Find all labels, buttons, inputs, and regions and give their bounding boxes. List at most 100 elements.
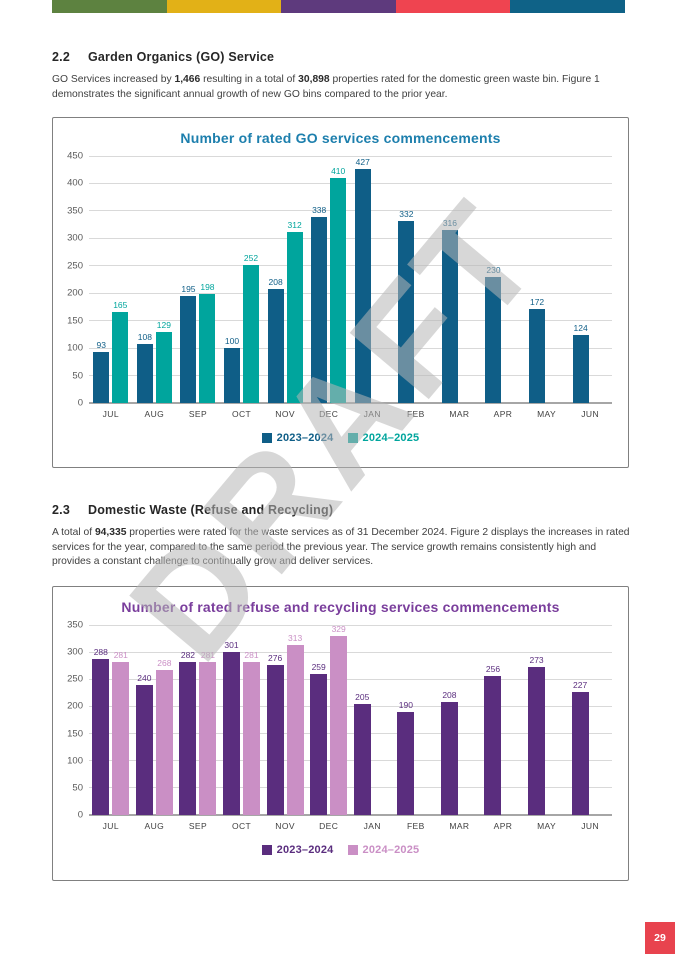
bar [112, 662, 130, 815]
y-tick-label: 450 [67, 150, 83, 162]
bar-value-label: 338 [312, 205, 327, 216]
x-tick-label: AUG [144, 409, 165, 419]
chart-plot-area: 450 400 350 300 250 200 150 100 50 0 93 165 108 129 1… [53, 151, 628, 409]
bar [440, 702, 458, 815]
highlighted-number: 30,898 [298, 74, 330, 85]
x-tick-label: OCT [231, 821, 252, 831]
bar-value-label: 124 [573, 322, 588, 333]
bar-slot: 227 [571, 625, 589, 815]
legend-swatch [261, 433, 272, 443]
section-heading-go: 2.2 Garden Organics (GO) Service [52, 50, 630, 64]
bar-slot: 205 [353, 625, 371, 815]
gridline [89, 210, 612, 212]
bar-slot [592, 156, 608, 403]
bar [286, 231, 303, 403]
bar-value-label: 172 [529, 296, 545, 307]
bar [441, 229, 458, 403]
bar [528, 666, 546, 815]
highlighted-number: 1,466 [174, 74, 201, 85]
bar-value-label: 301 [224, 639, 239, 650]
bar-slot: 312 [286, 156, 303, 403]
x-tick-label: JUN [581, 821, 600, 831]
bar-value-label: 129 [156, 320, 171, 331]
section-number: 2.2 [52, 50, 70, 64]
bar-slot [461, 156, 477, 403]
bar-value-label: 281 [200, 650, 216, 661]
paragraph-go: GO Services increased by 1,466 resulting… [52, 73, 630, 102]
gridline [89, 155, 612, 157]
x-axis-labels: JUL AUG SEP OCT NOV DEC JAN FEB MAR APR MAY JUN [89, 821, 612, 831]
bar-groups: 288 281 240 268 282 281 301 281 276 313 259 329 205 1… [89, 624, 612, 815]
y-tick-label: 0 [77, 809, 83, 821]
y-tick-label: 400 [67, 177, 83, 189]
chart-title: Number of rated GO services commencement… [180, 130, 501, 146]
bar-value-label: 208 [268, 276, 283, 287]
bar-value-label: 208 [442, 690, 457, 701]
bar-slot: 281 [243, 625, 261, 815]
bar-slot: 198 [199, 156, 216, 403]
bar-slot: 276 [266, 625, 284, 815]
bar [179, 661, 197, 815]
bar [155, 669, 173, 815]
bar-slot: 208 [440, 625, 458, 815]
bar-group-oct: 100 252 [220, 156, 264, 403]
bar-slot: 281 [199, 625, 217, 815]
bar-group-apr: 230 [481, 156, 525, 403]
y-tick-label: 350 [67, 205, 83, 217]
y-tick-label: 100 [67, 342, 83, 354]
bar-group-jan: 205 [350, 625, 394, 815]
top-color-bar [52, 0, 625, 13]
bar [92, 658, 110, 815]
legend-swatch [347, 433, 358, 443]
bar-slot: 208 [267, 156, 284, 403]
bar-value-label: 259 [311, 662, 326, 673]
bar-slot [417, 625, 434, 815]
bar-value-label: 312 [287, 219, 302, 230]
x-tick-label: OCT [231, 409, 252, 419]
x-axis-line [89, 402, 612, 404]
y-tick-label: 50 [72, 370, 83, 382]
bar-value-label: 198 [200, 282, 215, 293]
chart-plot-area: 350 300 250 200 150 100 50 0 288 281 240 268 282 281… [53, 620, 628, 821]
bar-slot: 124 [572, 156, 589, 403]
bar-slot [548, 156, 564, 403]
y-tick-label: 250 [67, 673, 83, 685]
legend-swatch [261, 845, 272, 855]
bar-slot: 259 [310, 625, 328, 815]
bar-value-label: 252 [243, 252, 259, 263]
section-number: 2.3 [52, 503, 70, 517]
top-bar-segment [395, 0, 511, 13]
chart-legend: 2023–2024 2024–2025 [53, 844, 628, 856]
bar-slot: 172 [529, 156, 546, 403]
bar-value-label: 288 [93, 646, 108, 657]
legend-label: 2023–2024 [276, 844, 334, 856]
bar-slot: 301 [223, 625, 241, 815]
bar-group-dec: 338 410 [307, 156, 351, 403]
page-number-badge: 29 [645, 922, 675, 954]
section-heading-dw: 2.3 Domestic Waste (Refuse and Recycling) [52, 503, 630, 517]
gridline [89, 375, 612, 377]
legend-item: 2024–2025 [347, 844, 420, 856]
y-tick-label: 150 [67, 728, 83, 740]
figure-1-go-chart: Number of rated GO services commencement… [52, 117, 629, 468]
bar [354, 168, 371, 403]
bar-value-label: 281 [113, 650, 128, 661]
bar [199, 662, 217, 815]
chart-legend: 2023–2024 2024–2025 [53, 432, 628, 444]
bar [136, 343, 153, 403]
x-tick-label: JAN [363, 409, 381, 419]
bar-group-feb: 332 [394, 156, 438, 403]
top-bar-segment [281, 0, 396, 13]
x-tick-label: MAY [537, 409, 557, 419]
bar-slot [417, 156, 433, 403]
text-segment: resulting in a total of [200, 74, 299, 85]
bar-slot: 240 [135, 625, 153, 815]
gridline [89, 733, 612, 735]
bar [199, 294, 216, 403]
bar [155, 332, 172, 403]
x-tick-label: JAN [363, 821, 381, 831]
x-tick-label: DEC [319, 821, 339, 831]
bar-value-label: 332 [399, 208, 414, 219]
bar [243, 264, 260, 403]
bar-value-label: 240 [137, 672, 152, 683]
